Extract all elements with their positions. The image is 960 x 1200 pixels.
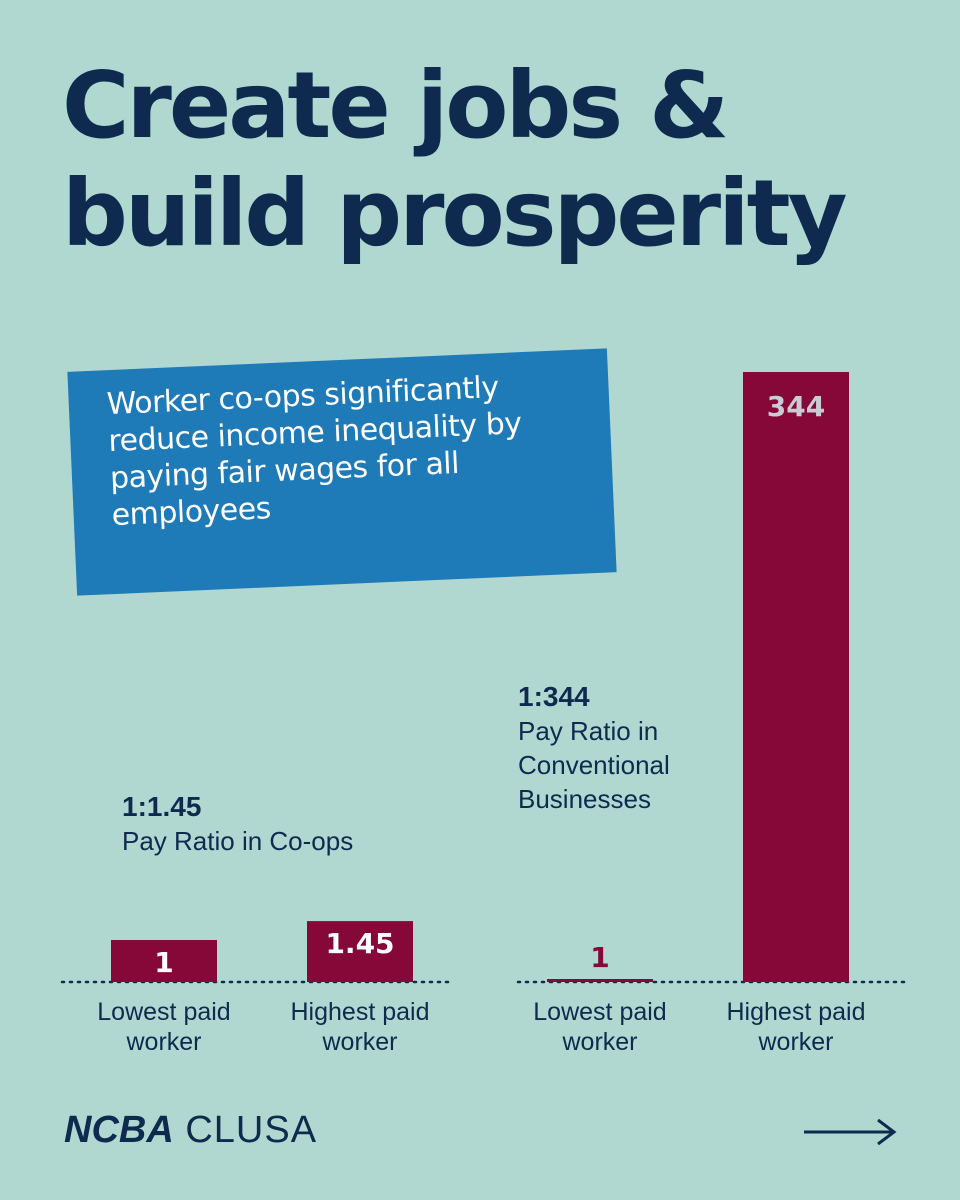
page-title: Create jobs & build prosperity — [62, 52, 942, 268]
conventional-category-line: Lowest paid — [533, 998, 666, 1026]
conventional-category-line: worker — [757, 1028, 833, 1056]
conventional-value-label-1: 1 — [590, 941, 609, 974]
headline-line-1: Create jobs & — [62, 52, 729, 159]
conventional-value-label-2: 344 — [767, 390, 825, 423]
coop-value-label-1: 1 — [154, 946, 173, 979]
conventional-category-label-1: Lowest paid worker — [533, 998, 666, 1056]
headline-line-2: build prosperity — [62, 160, 848, 267]
coop-ratio-block: 1:1.45 Pay Ratio in Co-ops — [122, 790, 442, 858]
ncba-clusa-logo: NCBA CLUSA — [64, 1108, 317, 1152]
coop-ratio-value: 1:1.45 — [122, 791, 202, 822]
coop-category-label-2: Highest paid worker — [291, 998, 430, 1056]
coop-category-line: Lowest paid — [97, 998, 230, 1026]
logo-light-text: CLUSA — [185, 1109, 318, 1151]
conventional-category-line: worker — [561, 1028, 637, 1056]
conventional-category-label-2: Highest paid worker — [727, 998, 866, 1056]
coop-ratio-subtitle: Pay Ratio in Co-ops — [122, 826, 354, 856]
conventional-ratio-block: 1:344 Pay Ratio in Conventional Business… — [518, 680, 718, 816]
coop-category-line: Highest paid — [291, 998, 430, 1026]
coop-bar-2 — [307, 921, 413, 982]
conventional-ratio-subtitle: Pay Ratio in Conventional Businesses — [518, 716, 670, 814]
conventional-bar-1 — [547, 979, 653, 982]
conventional-bar-2 — [743, 372, 849, 982]
coop-bar-1 — [111, 940, 217, 982]
coop-value-label-2: 1.45 — [325, 927, 394, 960]
arrow-right-icon[interactable] — [800, 1112, 900, 1152]
conventional-category-line: Highest paid — [727, 998, 866, 1026]
conventional-ratio-value: 1:344 — [518, 681, 590, 712]
coop-category-line: worker — [321, 1028, 397, 1056]
logo-bold-text: NCBA — [64, 1109, 174, 1151]
coop-category-line: worker — [125, 1028, 201, 1056]
coop-category-label-1: Lowest paid worker — [97, 998, 230, 1056]
